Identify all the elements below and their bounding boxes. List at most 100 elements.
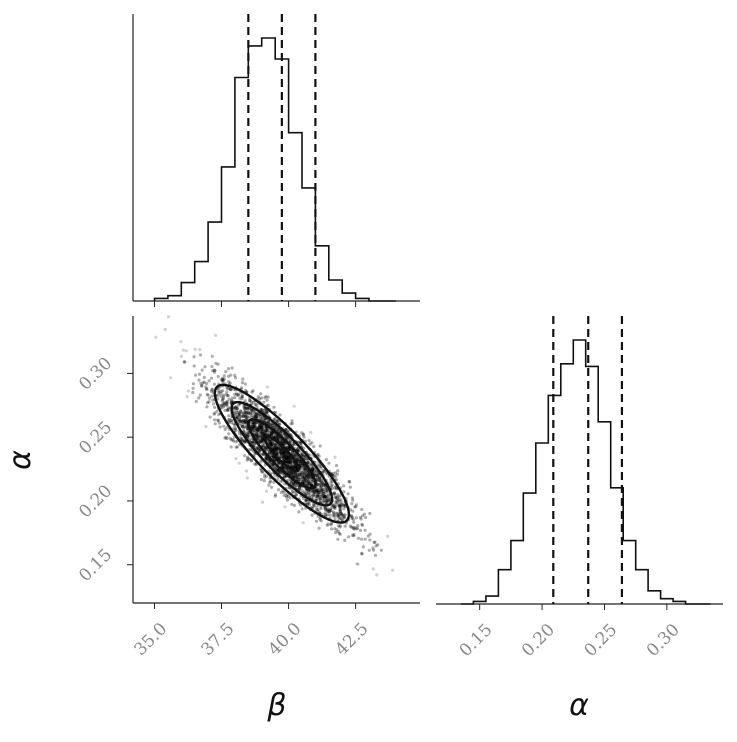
joint-sample-point xyxy=(258,422,262,426)
joint-sample-point xyxy=(311,493,315,498)
joint-sample-point xyxy=(332,492,336,496)
joint-sample-point xyxy=(320,488,324,492)
joint-sample-point xyxy=(285,459,289,463)
joint-sample-point xyxy=(278,451,282,455)
joint-sample-point xyxy=(237,413,241,417)
joint-sample-point xyxy=(256,395,260,399)
joint-sample-point xyxy=(314,474,318,478)
joint-sample-point xyxy=(333,495,338,499)
joint-sample-point xyxy=(342,484,346,488)
joint-sample-point xyxy=(336,530,340,534)
joint-sample-point xyxy=(283,454,287,458)
joint-sample-point xyxy=(237,403,241,407)
joint-sample-point xyxy=(222,403,226,407)
joint-sample-point xyxy=(210,388,214,392)
joint-sample-point xyxy=(272,445,276,449)
joint-sample-point xyxy=(320,487,324,491)
joint-sample-point xyxy=(296,458,300,462)
joint-sample-point xyxy=(327,510,332,514)
joint-sample-point xyxy=(246,415,250,419)
joint-sample-point xyxy=(241,414,246,418)
joint-sample-point xyxy=(301,477,305,481)
joint-sample-point xyxy=(341,503,346,507)
joint-sample-point xyxy=(328,513,332,517)
joint-sample-point xyxy=(312,488,316,492)
joint-sample-point xyxy=(330,527,334,531)
joint-sample-point xyxy=(282,452,286,456)
joint-sample-point xyxy=(319,507,323,511)
joint-sample-point xyxy=(319,488,323,492)
joint-sample-point xyxy=(363,528,367,532)
joint-sample-point xyxy=(263,473,267,477)
joint-sample-point xyxy=(282,454,286,458)
joint-sample-point xyxy=(336,493,340,497)
joint-sample-point xyxy=(320,490,324,494)
joint-sample-point xyxy=(321,468,325,472)
joint-sample-point xyxy=(207,379,211,383)
joint-sample-point xyxy=(303,479,307,483)
joint-sample-point xyxy=(184,349,188,353)
joint-sample-point xyxy=(361,514,365,518)
joint-sample-point xyxy=(316,490,320,494)
joint-sample-point xyxy=(226,374,231,378)
joint-sample-point xyxy=(198,353,203,357)
joint-sample-point xyxy=(316,492,320,496)
alpha-hist-tick-label: 0.15 xyxy=(456,620,497,661)
joint-sample-point xyxy=(333,505,337,509)
joint-sample-point xyxy=(290,471,294,475)
joint-sample-point xyxy=(252,414,256,418)
joint-sample-point xyxy=(334,500,338,505)
joint-sample-point xyxy=(204,425,208,429)
joint-sample-point xyxy=(216,418,220,422)
joint-sample-point xyxy=(257,438,261,442)
joint-sample-point xyxy=(335,478,339,482)
joint-sample-point xyxy=(272,448,276,452)
joint-sample-point xyxy=(205,387,209,391)
joint-sample-point xyxy=(292,404,296,408)
joint-sample-point xyxy=(243,405,247,409)
joint-sample-point xyxy=(321,497,325,501)
joint-sample-point xyxy=(269,442,273,446)
joint-sample-point xyxy=(278,450,282,454)
joint-sample-point xyxy=(259,468,263,472)
joint-sample-point xyxy=(276,477,280,481)
joint-sample-point xyxy=(238,419,242,423)
joint-sample-point xyxy=(312,504,316,508)
joint-sample-point xyxy=(243,407,247,411)
joint-sample-point xyxy=(312,466,316,470)
joint-sample-point xyxy=(226,394,230,398)
joint-sample-point xyxy=(349,514,354,518)
joint-sample-point xyxy=(256,426,260,430)
joint-sample-point xyxy=(258,439,262,443)
joint-sample-point xyxy=(197,396,201,400)
joint-sample-point xyxy=(233,405,237,409)
joint-sample-point xyxy=(243,409,247,414)
joint-sample-point xyxy=(258,423,262,427)
joint-sample-point xyxy=(306,460,310,464)
joint-sample-point xyxy=(300,480,304,484)
joint-sample-point xyxy=(243,419,247,423)
joint-sample-point xyxy=(298,458,302,462)
joint-sample-point xyxy=(275,447,279,451)
joint-sample-point xyxy=(271,455,276,459)
joint-sample-point xyxy=(299,441,303,445)
joint-sample-point xyxy=(319,482,323,486)
joint-sample-point xyxy=(212,368,216,372)
joint-sample-point xyxy=(224,392,228,396)
joint-sample-point xyxy=(250,390,254,394)
joint-sample-point xyxy=(306,479,310,483)
joint-sample-point xyxy=(315,487,319,491)
joint-sample-point xyxy=(297,485,302,489)
joint-sample-point xyxy=(292,483,296,487)
joint-sample-point xyxy=(216,362,220,366)
joint-sample-point xyxy=(279,449,283,453)
joint-sample-point xyxy=(309,462,313,466)
joint-sample-point xyxy=(275,468,279,472)
joint-sample-point xyxy=(275,447,279,451)
joint-sample-point xyxy=(278,446,282,450)
joint-sample-point xyxy=(216,374,220,379)
joint-sample-point xyxy=(262,408,266,413)
joint-sample-point xyxy=(275,451,279,455)
joint-sample-point xyxy=(276,445,280,449)
